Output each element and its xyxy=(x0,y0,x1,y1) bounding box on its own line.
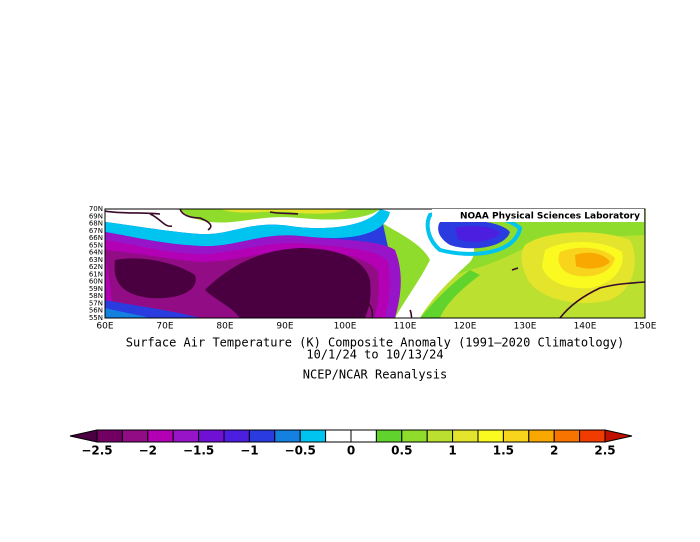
colorbar-label: −2.5 xyxy=(81,444,112,458)
colorbar-box xyxy=(198,429,225,443)
colorbar-box xyxy=(579,429,606,443)
anomaly-field xyxy=(105,209,645,318)
lat-label: 64N xyxy=(89,249,103,257)
colorbar-label: 0 xyxy=(347,444,355,458)
lat-label: 56N xyxy=(89,307,103,315)
dates: 10/1/24 to 10/13/24 xyxy=(306,348,443,362)
colorbar-box xyxy=(172,429,200,443)
colorbar-box xyxy=(147,429,174,443)
colorbar-box xyxy=(325,429,352,443)
colorbar-box xyxy=(553,429,581,443)
lat-label: 55N xyxy=(89,314,103,322)
lat-label: 59N xyxy=(89,285,103,293)
colorbar-box xyxy=(375,429,403,443)
lon-label: 140E xyxy=(574,322,597,332)
colorbar-label: 0.5 xyxy=(391,444,412,458)
colorbar-box xyxy=(223,429,250,443)
lat-label: 68N xyxy=(89,220,103,228)
credit: NOAA Physical Sciences Laboratory xyxy=(460,212,640,222)
colorbar-label: −2 xyxy=(139,444,157,458)
colorbar-box xyxy=(299,429,327,443)
colorbar-box xyxy=(274,429,301,443)
lon-label: 70E xyxy=(156,322,173,332)
map-frame xyxy=(104,208,646,319)
colorbar-label: 1.5 xyxy=(493,444,514,458)
title: Surface Air Temperature (K) Composite An… xyxy=(126,336,625,350)
colorbar-label: −0.5 xyxy=(285,444,316,458)
lat-label: 63N xyxy=(89,256,103,264)
lat-label: 65N xyxy=(89,241,103,249)
colorbar-label: 2.5 xyxy=(594,444,615,458)
colorbar-box xyxy=(96,429,123,443)
source: NCEP/NCAR Reanalysis xyxy=(303,368,448,382)
lat-label: 69N xyxy=(89,212,103,220)
lat-label: 66N xyxy=(89,234,103,242)
colorbar-box xyxy=(248,429,276,443)
lon-label: 80E xyxy=(216,322,233,332)
colorbar-label: −1 xyxy=(240,444,258,458)
lat-label: 57N xyxy=(89,299,103,307)
colorbar-under xyxy=(69,429,98,443)
lat-label: 70N xyxy=(89,205,103,213)
lon-label: 120E xyxy=(454,322,477,332)
lat-label: 60N xyxy=(89,278,103,286)
credit-box xyxy=(432,209,644,222)
colorbar-box xyxy=(121,429,149,443)
lon-label: 150E xyxy=(634,322,657,332)
lon-label: 60E xyxy=(96,322,113,332)
colorbar-box xyxy=(452,429,479,443)
colorbar-label: 2 xyxy=(550,444,558,458)
lat-label: 67N xyxy=(89,227,103,235)
colorbar-box xyxy=(350,429,377,443)
lon-label: 90E xyxy=(276,322,293,332)
lon-label: 100E xyxy=(334,322,357,332)
colorbar-label: 1 xyxy=(448,444,456,458)
lon-label: 110E xyxy=(394,322,417,332)
colorbar-box xyxy=(502,429,530,443)
colorbar-label: −1.5 xyxy=(183,444,214,458)
lat-label: 58N xyxy=(89,292,103,300)
colorbar-box xyxy=(401,429,428,443)
colorbar-over xyxy=(604,429,633,443)
colorbar-box xyxy=(477,429,504,443)
colorbar-box xyxy=(426,429,454,443)
lat-label: 62N xyxy=(89,263,103,271)
colorbar-box xyxy=(528,429,555,443)
lon-label: 130E xyxy=(514,322,537,332)
lat-label: 61N xyxy=(89,270,103,278)
